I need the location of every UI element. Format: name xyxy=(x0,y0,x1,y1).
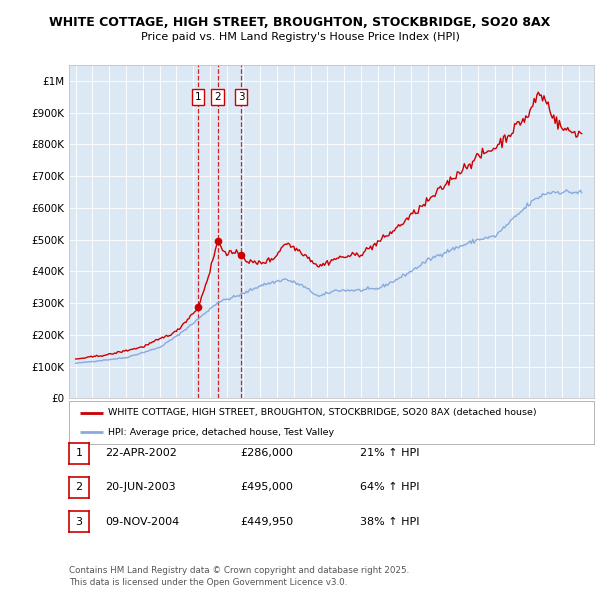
Text: 38% ↑ HPI: 38% ↑ HPI xyxy=(360,517,419,526)
Text: WHITE COTTAGE, HIGH STREET, BROUGHTON, STOCKBRIDGE, SO20 8AX: WHITE COTTAGE, HIGH STREET, BROUGHTON, S… xyxy=(49,16,551,29)
Text: 1: 1 xyxy=(195,91,202,101)
Text: £495,000: £495,000 xyxy=(240,483,293,492)
Text: 64% ↑ HPI: 64% ↑ HPI xyxy=(360,483,419,492)
Text: 21% ↑ HPI: 21% ↑ HPI xyxy=(360,448,419,458)
Text: 1: 1 xyxy=(76,448,82,458)
Text: 2: 2 xyxy=(214,91,221,101)
Text: £449,950: £449,950 xyxy=(240,517,293,526)
Text: 20-JUN-2003: 20-JUN-2003 xyxy=(105,483,176,492)
Text: 09-NOV-2004: 09-NOV-2004 xyxy=(105,517,179,526)
Text: Price paid vs. HM Land Registry's House Price Index (HPI): Price paid vs. HM Land Registry's House … xyxy=(140,32,460,41)
Text: Contains HM Land Registry data © Crown copyright and database right 2025.
This d: Contains HM Land Registry data © Crown c… xyxy=(69,566,409,587)
Text: HPI: Average price, detached house, Test Valley: HPI: Average price, detached house, Test… xyxy=(109,428,335,437)
Text: £286,000: £286,000 xyxy=(240,448,293,458)
Text: WHITE COTTAGE, HIGH STREET, BROUGHTON, STOCKBRIDGE, SO20 8AX (detached house): WHITE COTTAGE, HIGH STREET, BROUGHTON, S… xyxy=(109,408,537,417)
Text: 3: 3 xyxy=(238,91,244,101)
Text: 2: 2 xyxy=(76,483,82,492)
Text: 22-APR-2002: 22-APR-2002 xyxy=(105,448,177,458)
Text: 3: 3 xyxy=(76,517,82,526)
